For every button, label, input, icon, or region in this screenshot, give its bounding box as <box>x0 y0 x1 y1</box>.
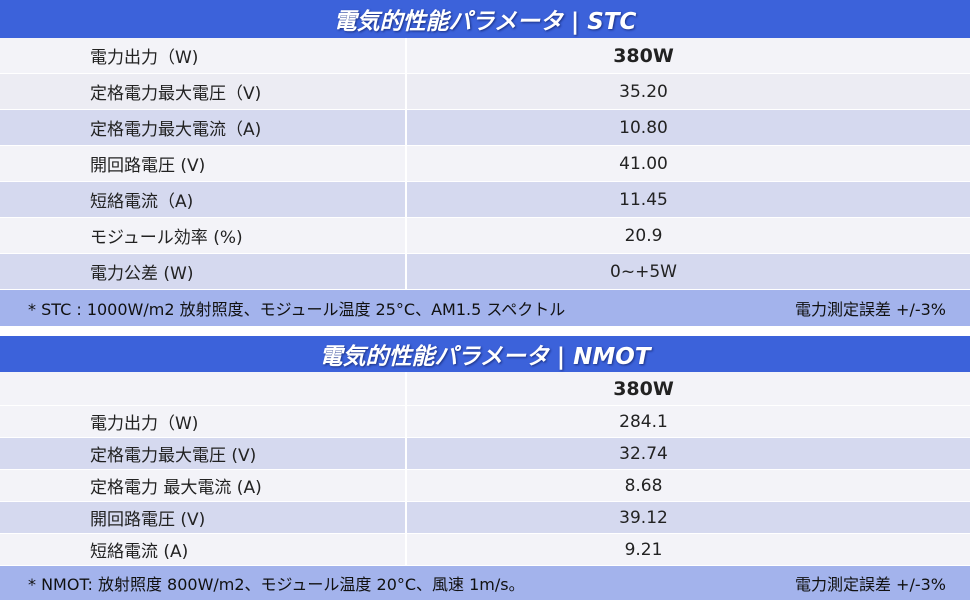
table-row: 短絡電流（A) 11.45 <box>0 182 970 218</box>
footnote-text: * NMOT: 放射照度 800W/m2、モジュール温度 20°C、風速 1m/… <box>28 575 525 594</box>
section-title: 電気的性能パラメータ | STC <box>0 0 970 38</box>
table-row: 定格電力最大電圧（V) 35.20 <box>0 74 970 110</box>
row-value: 10.80 <box>619 117 668 138</box>
row-label: 開回路電圧 (V) <box>0 146 407 181</box>
table-row: 定格電力 最大電流 (A) 8.68 <box>0 470 970 502</box>
footnote: * NMOT: 放射照度 800W/m2、モジュール温度 20°C、風速 1m/… <box>0 566 970 600</box>
subheader-row: 380W <box>0 372 970 406</box>
row-value: 9.21 <box>624 539 663 560</box>
row-value: 35.20 <box>619 81 668 102</box>
row-value: 11.45 <box>619 189 668 210</box>
row-value: 39.12 <box>619 507 668 528</box>
row-label: 定格電力最大電流（A) <box>0 110 407 145</box>
row-value: 380W <box>613 44 674 67</box>
row-label: モジュール効率 (%) <box>0 218 407 253</box>
row-label: 開回路電圧 (V) <box>0 502 407 533</box>
row-value: 0~+5W <box>610 261 677 282</box>
footnote-right: 電力測定誤差 +/-3% <box>794 575 946 594</box>
row-label: 短絡電流 (A) <box>0 534 407 565</box>
section-title: 電気的性能パラメータ | NMOT <box>0 336 970 372</box>
footnote-text: * STC : 1000W/m2 放射照度、モジュール温度 25°C、AM1.5… <box>28 300 566 319</box>
table-row: 開回路電圧 (V) 41.00 <box>0 146 970 182</box>
footnote-right: 電力測定誤差 +/-3% <box>794 300 946 319</box>
table-row: 電力公差 (W) 0~+5W <box>0 254 970 290</box>
cell <box>0 372 407 405</box>
row-value: 20.9 <box>624 225 663 246</box>
subheader: 380W <box>613 377 674 400</box>
table-row: 短絡電流 (A) 9.21 <box>0 534 970 566</box>
row-label: 短絡電流（A) <box>0 182 407 217</box>
row-label: 電力出力（W) <box>0 38 407 73</box>
table-row: 電力出力（W) 380W <box>0 38 970 74</box>
table-row: 電力出力（W) 284.1 <box>0 406 970 438</box>
row-label: 定格電力最大電圧（V) <box>0 74 407 109</box>
row-label: 電力公差 (W) <box>0 254 407 289</box>
table-row: 開回路電圧 (V) 39.12 <box>0 502 970 534</box>
row-label: 定格電力 最大電流 (A) <box>0 470 407 501</box>
table-row: モジュール効率 (%) 20.9 <box>0 218 970 254</box>
row-value: 32.74 <box>619 443 668 464</box>
row-value: 8.68 <box>624 475 663 496</box>
footnote: * STC : 1000W/m2 放射照度、モジュール温度 25°C、AM1.5… <box>0 290 970 326</box>
row-label: 電力出力（W) <box>0 406 407 437</box>
row-value: 284.1 <box>619 411 668 432</box>
table-row: 定格電力最大電流（A) 10.80 <box>0 110 970 146</box>
row-label: 定格電力最大電圧 (V) <box>0 438 407 469</box>
row-value: 41.00 <box>619 153 668 174</box>
table-row: 定格電力最大電圧 (V) 32.74 <box>0 438 970 470</box>
